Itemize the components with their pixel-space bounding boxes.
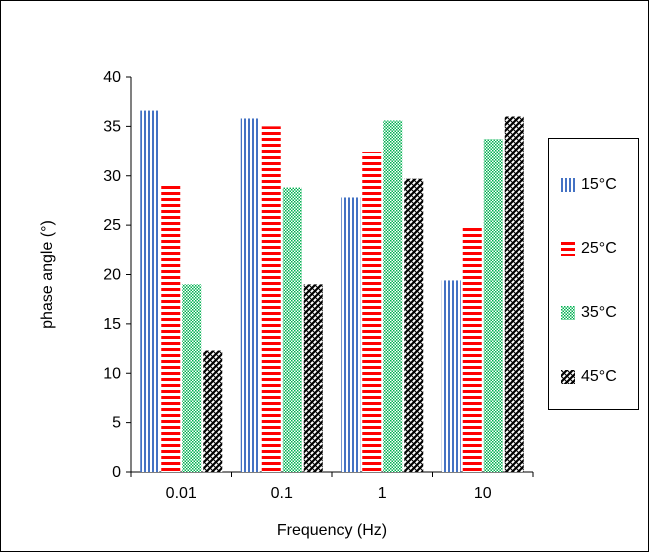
bar-45C-1 <box>404 178 424 472</box>
bar-45C-10 <box>504 116 524 472</box>
bar-45C-0.1 <box>303 284 323 472</box>
legend-label: 25°C <box>581 240 617 257</box>
legend-item: 45°C <box>561 367 617 387</box>
y-tick-label: 20 <box>103 267 121 284</box>
y-tick-label: 5 <box>112 415 121 432</box>
bar-25C-0.01 <box>161 185 181 472</box>
bar-15C-10 <box>441 280 461 472</box>
legend-swatch <box>561 242 575 256</box>
y-axis-title: phase angle (°) <box>39 220 56 329</box>
legend-item: 35°C <box>561 303 617 323</box>
y-tick-label: 40 <box>103 69 121 86</box>
bar-15C-1 <box>341 197 361 472</box>
bar-15C-0.01 <box>140 110 160 472</box>
bar-35C-10 <box>483 139 503 472</box>
bar-35C-0.1 <box>282 187 302 472</box>
legend-label: 35°C <box>581 304 617 321</box>
legend-swatch <box>561 370 575 384</box>
bar-45C-0.01 <box>203 350 223 472</box>
bar-25C-0.1 <box>261 126 281 472</box>
legend-swatch <box>561 306 575 320</box>
legend-item: 15°C <box>561 175 617 195</box>
bar-35C-1 <box>383 120 403 472</box>
x-axis-title: Frequency (Hz) <box>277 522 387 539</box>
y-tick-label: 0 <box>112 464 121 481</box>
bar-25C-1 <box>362 152 382 473</box>
bar-15C-0.1 <box>240 118 260 472</box>
legend-item: 25°C <box>561 239 617 259</box>
legend-label: 15°C <box>581 176 617 193</box>
legend-swatch <box>561 178 575 192</box>
bar-35C-0.01 <box>182 284 202 472</box>
legend: 15°C 25°C 35°C 45°C <box>548 138 639 410</box>
y-tick-label: 35 <box>103 118 121 135</box>
bar-25C-10 <box>462 227 482 472</box>
y-tick-label: 15 <box>103 316 121 333</box>
y-tick-label: 30 <box>103 168 121 185</box>
y-tick-label: 25 <box>103 217 121 234</box>
x-tick-label: 1 <box>378 485 387 502</box>
x-tick-label: 10 <box>474 485 492 502</box>
legend-label: 45°C <box>581 368 617 385</box>
x-tick-label: 0.01 <box>166 485 197 502</box>
y-tick-label: 10 <box>103 365 121 382</box>
x-tick-label: 0.1 <box>271 485 293 502</box>
